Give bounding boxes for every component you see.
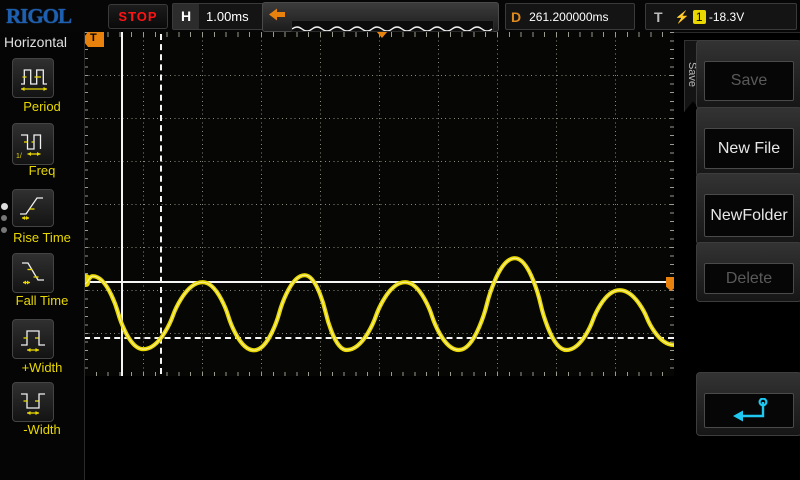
svg-text:1/: 1/	[16, 153, 22, 160]
